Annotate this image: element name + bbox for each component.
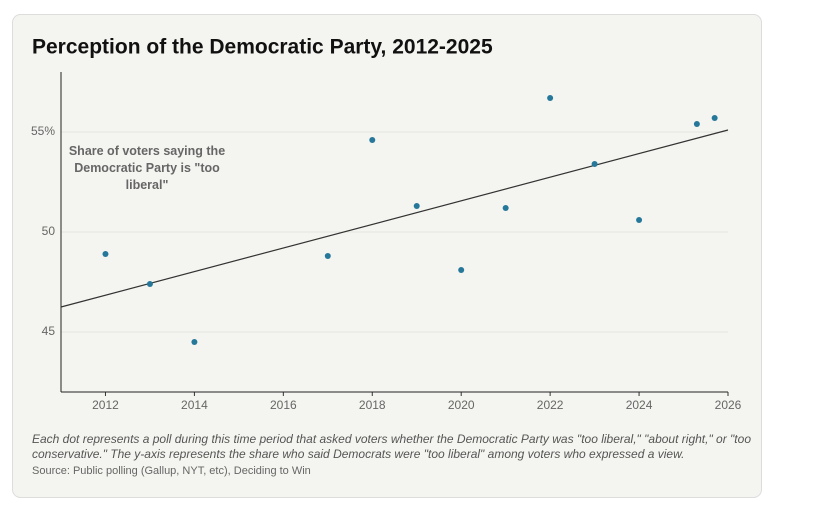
x-tick-label: 2014	[181, 398, 208, 412]
chart-title: Perception of the Democratic Party, 2012…	[32, 36, 493, 59]
trend-line	[60, 129, 729, 308]
note: Each dot represents a poll during this t…	[32, 432, 751, 461]
card	[12, 14, 762, 498]
y-tick-label: 50	[42, 224, 56, 238]
point	[711, 115, 718, 121]
point	[191, 339, 198, 345]
point	[102, 251, 109, 257]
point	[591, 161, 598, 167]
x-tick-label: 2020	[448, 398, 475, 412]
x-tick-label: 2026	[715, 398, 742, 412]
y-tick-label: 45	[42, 324, 56, 338]
point	[146, 281, 153, 287]
annotation: Share of voters saying the Democratic Pa…	[68, 144, 226, 192]
point	[324, 253, 331, 259]
point	[547, 95, 554, 101]
x-tick-label: 2012	[92, 398, 119, 412]
point	[693, 121, 700, 127]
x-tick-label: 2022	[537, 398, 564, 412]
x-tick-label: 2018	[359, 398, 386, 412]
point	[636, 217, 643, 223]
x-tick-label: 2024	[626, 398, 653, 412]
point	[502, 205, 509, 211]
y-tick-label: 55%	[31, 124, 55, 138]
point	[413, 203, 420, 209]
point	[458, 267, 465, 273]
source: Source: Public polling (Gallup, NYT, etc…	[32, 465, 311, 477]
point	[369, 137, 376, 143]
x-tick-label: 2016	[270, 398, 297, 412]
